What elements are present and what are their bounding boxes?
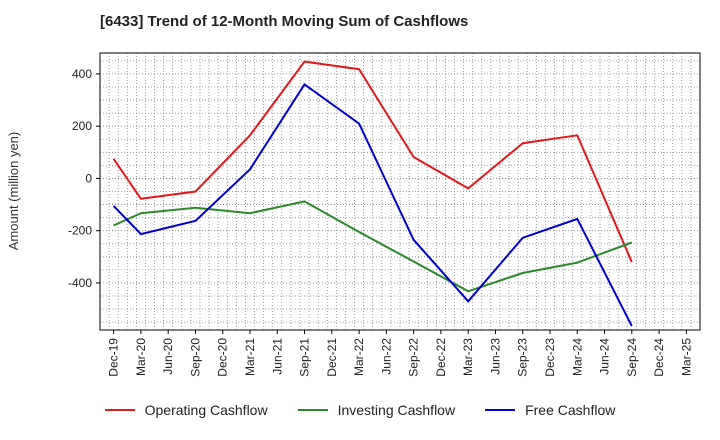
x-tick-label: Dec-23: [543, 338, 557, 377]
legend-label: Free Cashflow: [525, 402, 616, 418]
x-tick-label: Mar-21: [243, 338, 257, 376]
y-tick-label: -400: [68, 276, 92, 290]
operating-cashflow-line: [112, 60, 633, 263]
x-tick-label: Mar-23: [461, 338, 475, 376]
x-tick-label: Dec-20: [216, 338, 230, 377]
legend-swatch: [485, 409, 516, 411]
x-tick-label: Mar-22: [352, 338, 366, 376]
legend: Operating Cashflow Investing Cashflow Free…: [0, 402, 720, 418]
x-tick-label: Sep-23: [516, 338, 530, 377]
legend-item-free-cashflow: Free Cashflow: [485, 402, 615, 418]
x-tick-label: Mar-24: [570, 338, 584, 376]
chart-title: [6433] Trend of 12-Month Moving Sum of C…: [100, 13, 469, 30]
x-tick-label: Jun-24: [598, 338, 612, 375]
x-tick-label: Jun-23: [488, 338, 502, 375]
y-tick-label: 0: [85, 171, 92, 185]
series-layer: [112, 60, 633, 327]
legend-label: Operating Cashflow: [144, 402, 268, 418]
x-tick-label: Jun-21: [270, 338, 284, 375]
x-tick-label: Dec-24: [652, 338, 666, 377]
y-tick-label: -200: [68, 224, 92, 238]
x-tick-label: Sep-20: [188, 338, 202, 377]
plot-frame: [99, 52, 701, 331]
y-tick-label: 400: [72, 67, 92, 81]
legend-swatch: [104, 409, 135, 411]
y-axis-label: Amount (million yen): [6, 132, 21, 251]
x-tick-label: Sep-22: [407, 338, 421, 377]
x-tick-label: Jun-20: [161, 338, 175, 375]
legend-label: Investing Cashflow: [337, 402, 456, 418]
legend-swatch: [297, 409, 328, 411]
free-cashflow-line: [112, 82, 633, 327]
x-tick-label: Sep-24: [625, 338, 639, 377]
x-tick-label: Dec-21: [325, 338, 339, 377]
x-tick-label: Mar-25: [679, 338, 693, 376]
legend-item-investing-cashflow: Investing Cashflow: [297, 402, 456, 418]
x-tick-label: Dec-19: [107, 338, 121, 377]
y-tick-label: 200: [72, 119, 92, 133]
y-tick-labels: 400 200 0 -200 -400: [68, 67, 100, 290]
legend-item-operating-cashflow: Operating Cashflow: [104, 402, 268, 418]
x-tick-labels: Dec-19 Mar-20 Jun-20 Sep-20 Dec-20 Mar-21 Jun-…: [107, 330, 693, 377]
investing-cashflow-line: [113, 200, 633, 293]
x-tick-label: Mar-20: [134, 338, 148, 376]
x-tick-label: Dec-22: [434, 338, 448, 377]
x-tick-label: Jun-22: [379, 338, 393, 375]
x-tick-label: Sep-21: [298, 338, 312, 377]
